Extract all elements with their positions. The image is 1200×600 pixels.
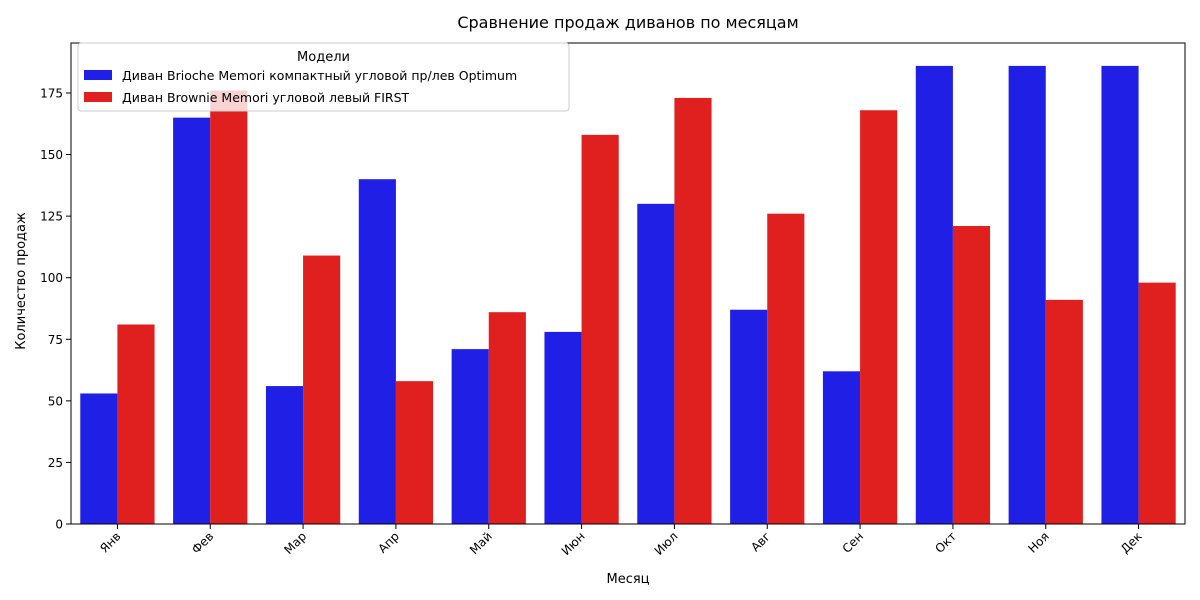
y-axis-label: Количество продаж xyxy=(14,212,29,350)
bar-series2-Июн xyxy=(581,134,619,524)
y-tick-label-0: 0 xyxy=(55,518,63,532)
bar-series2-Авг xyxy=(767,213,805,524)
legend-title: Модели xyxy=(297,50,350,65)
bar-series1-Янв xyxy=(80,393,118,524)
legend: Модели Диван Brioche Memori компактный уг… xyxy=(77,42,570,112)
bar-series1-Мар xyxy=(265,386,304,524)
bar-series2-Фев xyxy=(210,90,248,524)
bar-series2-Июл xyxy=(674,97,712,525)
bar-series1-Окт xyxy=(915,65,953,525)
y-tick-label-75: 75 xyxy=(48,333,63,347)
bar-series1-Май xyxy=(451,349,489,524)
bar-series2-Мар xyxy=(303,255,341,525)
bar-series1-Ноя xyxy=(1008,65,1046,525)
legend-label-series2: Диван Brownie Memori угловой левый FIRST xyxy=(122,90,410,105)
bar-series2-Сен xyxy=(860,110,898,525)
legend-label-series1: Диван Brioche Memori компактный угловой … xyxy=(122,68,517,83)
y-tick-label-25: 25 xyxy=(48,456,63,470)
bar-series1-Апр xyxy=(358,179,396,524)
y-tick-label-175: 175 xyxy=(40,86,63,100)
bar-series2-Май xyxy=(488,312,526,524)
bar-series2-Апр xyxy=(395,381,434,524)
bar-series1-Сен xyxy=(822,371,861,524)
bar-series1-Июл xyxy=(637,203,675,524)
y-tick-label-125: 125 xyxy=(40,210,63,224)
bar-series1-Фев xyxy=(173,117,211,524)
bar-series1-Дек xyxy=(1101,65,1139,525)
legend-swatch-series1 xyxy=(84,70,112,80)
bar-series2-Ноя xyxy=(1045,299,1083,524)
bar-series2-Дек xyxy=(1138,282,1176,524)
y-tick-label-150: 150 xyxy=(40,148,63,162)
chart-title: Сравнение продаж диванов по месяцам xyxy=(457,13,798,32)
y-tick-label-100: 100 xyxy=(40,271,63,285)
bar-series1-Авг xyxy=(730,309,768,524)
legend-swatch-series2 xyxy=(84,92,112,102)
bar-series2-Янв xyxy=(117,324,155,524)
legend-box xyxy=(77,42,570,112)
plot-frame xyxy=(70,42,1186,525)
bar-series2-Окт xyxy=(952,225,991,525)
bar-series1-Июн xyxy=(544,331,582,524)
x-axis-label: Месяц xyxy=(606,572,649,587)
bars-group xyxy=(80,65,1176,525)
y-tick-label-50: 50 xyxy=(48,394,63,408)
